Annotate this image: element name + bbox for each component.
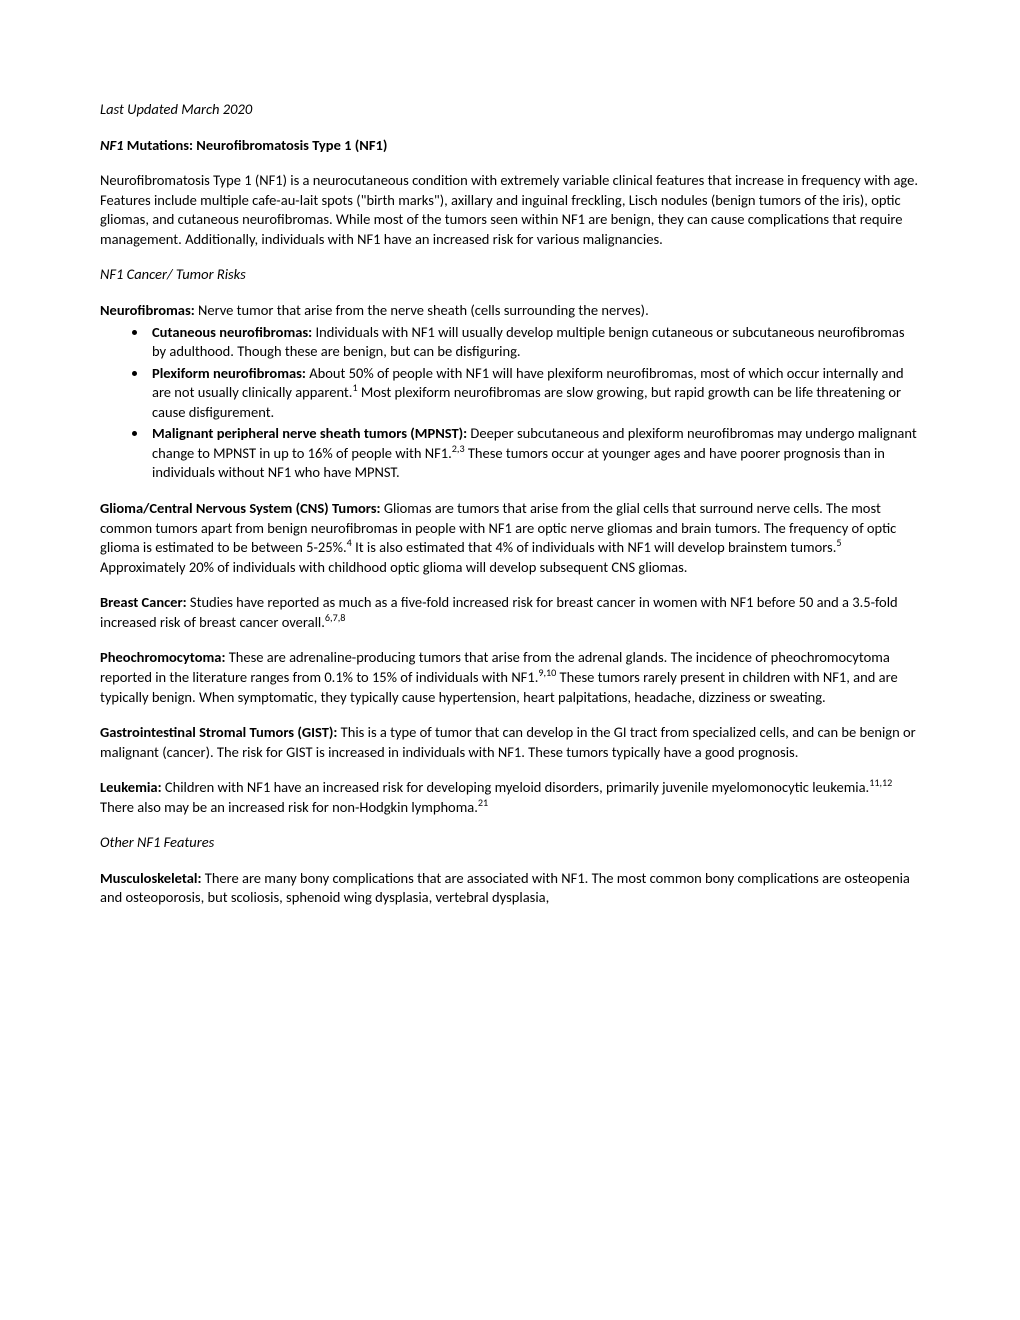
gist-para: Gastrointestinal Stromal Tumors (GIST): … [100, 723, 920, 762]
gene-name: NF1 [100, 136, 124, 154]
leukemia-text: There also may be an increased risk for … [100, 798, 478, 816]
neurofibromas-list: Cutaneous neurofibromas: Individuals wit… [100, 323, 920, 484]
gist-label: Gastrointestinal Stromal Tumors (GIST): [100, 723, 337, 741]
leukemia-text: Children with NF1 have an increased risk… [162, 778, 870, 796]
list-item: Plexiform neurofibromas: About 50% of pe… [148, 364, 920, 423]
glioma-label: Glioma/Central Nervous System (CNS) Tumo… [100, 499, 381, 517]
neurofibromas-label: Neurofibromas: [100, 301, 195, 319]
other-header: Other NF1 Features [100, 833, 920, 853]
neurofibromas-text: Nerve tumor that arise from the nerve sh… [195, 301, 649, 319]
document-page: Last Updated March 2020 NF1 Mutations: N… [0, 0, 1020, 1004]
intro-paragraph: Neurofibromatosis Type 1 (NF1) is a neur… [100, 171, 920, 249]
pheo-label: Pheochromocytoma: [100, 648, 225, 666]
breast-para: Breast Cancer: Studies have reported as … [100, 593, 920, 632]
citation-sup: 2,3 [452, 442, 465, 455]
citation-sup: 5 [836, 536, 841, 549]
musculo-para: Musculoskeletal: There are many bony com… [100, 869, 920, 908]
bullet-label: Plexiform neurofibromas: [152, 364, 306, 382]
list-item: Malignant peripheral nerve sheath tumors… [148, 424, 920, 483]
citation-sup: 21 [478, 796, 488, 809]
bullet-label: Cutaneous neurofibromas: [152, 323, 312, 341]
neurofibromas-para: Neurofibromas: Nerve tumor that arise fr… [100, 301, 920, 321]
main-title: NF1 Mutations: Neurofibromatosis Type 1 … [100, 136, 920, 156]
last-updated: Last Updated March 2020 [100, 100, 920, 120]
bullet-label: Malignant peripheral nerve sheath tumors… [152, 424, 467, 442]
glioma-text: Approximately 20% of individuals with ch… [100, 558, 687, 576]
pheo-para: Pheochromocytoma: These are adrenaline-p… [100, 648, 920, 707]
title-rest: Mutations: Neurofibromatosis Type 1 (NF1… [124, 136, 388, 154]
leukemia-label: Leukemia: [100, 778, 162, 796]
glioma-para: Glioma/Central Nervous System (CNS) Tumo… [100, 499, 920, 577]
risks-header: NF1 Cancer/ Tumor Risks [100, 265, 920, 285]
glioma-text: It is also estimated that 4% of individu… [352, 538, 837, 556]
list-item: Cutaneous neurofibromas: Individuals wit… [148, 323, 920, 362]
citation-sup: 11,12 [869, 776, 892, 789]
breast-label: Breast Cancer: [100, 593, 187, 611]
musculo-text: There are many bony complications that a… [100, 869, 910, 907]
breast-text: Studies have reported as much as a five-… [100, 593, 898, 631]
musculo-label: Musculoskeletal: [100, 869, 201, 887]
citation-sup: 9,10 [538, 666, 556, 679]
leukemia-para: Leukemia: Children with NF1 have an incr… [100, 778, 920, 817]
citation-sup: 6,7,8 [325, 611, 345, 624]
